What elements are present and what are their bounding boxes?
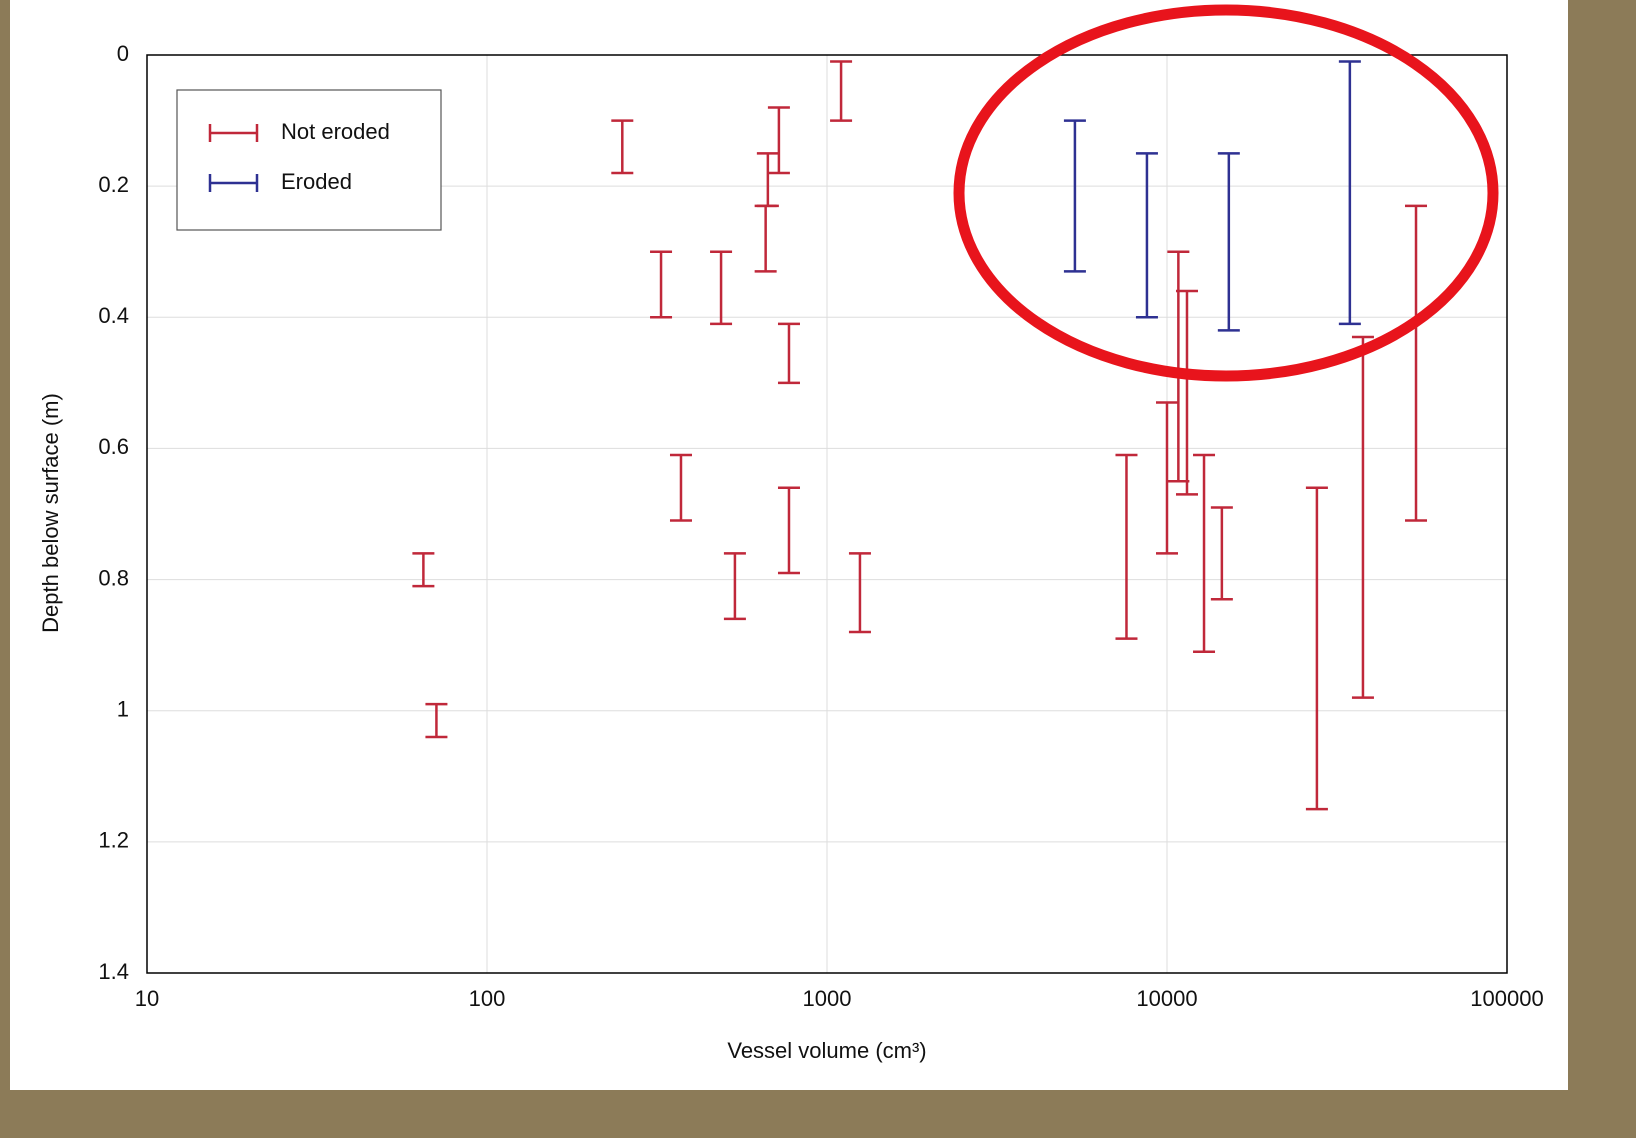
- range-bar: [1156, 401, 1178, 555]
- highlight-ellipse: [953, 4, 1499, 382]
- y-tick-label: 1.4: [98, 959, 129, 984]
- range-bar: [710, 250, 733, 326]
- range-bar: [756, 152, 779, 208]
- x-tick-label: 100: [469, 986, 506, 1011]
- range-bar: [1193, 453, 1216, 653]
- range-bar: [611, 119, 634, 175]
- range-bar: [830, 60, 853, 122]
- legend-label: Eroded: [281, 169, 352, 194]
- range-bar: [767, 106, 790, 175]
- x-tick-label: 100000: [1470, 986, 1543, 1011]
- plot-frame: [146, 54, 1508, 974]
- range-bar: [1063, 119, 1086, 273]
- range-bar: [1175, 289, 1198, 496]
- x-tick-label: 10: [135, 986, 159, 1011]
- range-bar: [1115, 453, 1138, 640]
- range-bar: [848, 552, 871, 634]
- y-tick-label: 1: [117, 697, 129, 722]
- y-tick-label: 1.2: [98, 828, 129, 853]
- y-tick-label: 0: [117, 41, 129, 66]
- range-bar: [412, 552, 435, 588]
- range-bar: [1210, 506, 1233, 601]
- range-bar: [650, 250, 673, 319]
- range-bar: [1135, 152, 1158, 319]
- range-bar: [777, 486, 800, 575]
- y-tick-label: 0.4: [98, 303, 129, 328]
- x-tick-label: 10000: [1136, 986, 1197, 1011]
- y-axis-label: Depth below surface (m): [38, 393, 63, 633]
- range-bar: [1217, 152, 1240, 332]
- legend-swatch: [208, 174, 259, 192]
- range-bar: [1405, 204, 1428, 522]
- y-tick-label: 0.2: [98, 172, 129, 197]
- y-tick-label: 0.8: [98, 565, 129, 590]
- x-tick-label: 1000: [803, 986, 852, 1011]
- range-bar: [1338, 60, 1361, 326]
- range-bar: [425, 702, 448, 739]
- x-axis-label: Vessel volume (cm³): [727, 1038, 926, 1063]
- range-bar: [1305, 486, 1328, 811]
- range-bar: [669, 453, 692, 522]
- legend-swatch: [208, 124, 259, 142]
- range-bar: [777, 322, 800, 385]
- legend-box: [176, 89, 442, 231]
- legend-label: Not eroded: [281, 119, 390, 144]
- y-tick-label: 0.6: [98, 434, 129, 459]
- range-bar: [1351, 335, 1374, 699]
- range-bar: [723, 552, 746, 621]
